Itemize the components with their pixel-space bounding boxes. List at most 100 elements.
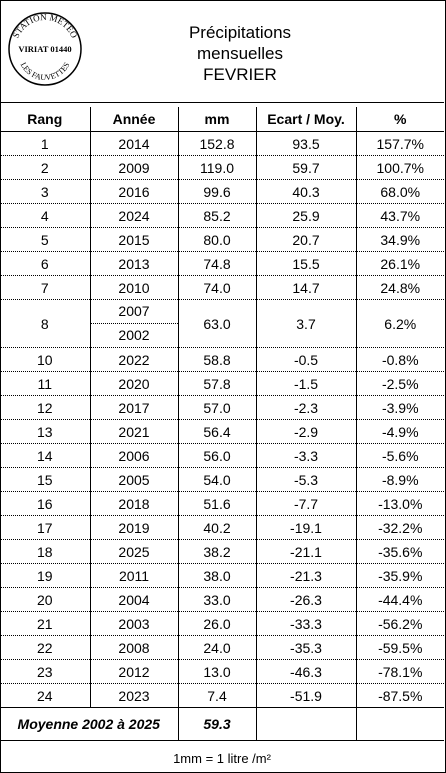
- mm-cell: 99.6: [177, 179, 256, 204]
- table-row: 2 2009 119.0 59.7 100.7%: [0, 155, 444, 180]
- mm-cell: 51.6: [177, 491, 256, 516]
- rank-cell: 6: [0, 251, 90, 276]
- table-row: 1 2014 152.8 93.5 157.7%: [0, 131, 444, 156]
- year-cell: 2009: [89, 155, 178, 180]
- rank-cell: 18: [0, 539, 90, 564]
- pct-cell: 157.7%: [355, 131, 444, 156]
- mm-cell: 33.0: [177, 587, 256, 612]
- rank-cell: 4: [0, 203, 90, 228]
- mm-cell: 57.8: [177, 371, 256, 396]
- rank-cell: 20: [0, 587, 90, 612]
- ecart-cell: 25.9: [255, 203, 356, 228]
- rank-cell: 7: [0, 275, 90, 300]
- year-cell: 2003: [89, 611, 178, 636]
- rank-cell: 19: [0, 563, 90, 588]
- table-row: 10 2022 58.8 -0.5 -0.8%: [0, 347, 444, 372]
- table-row: 18 2025 38.2 -21.1 -35.6%: [0, 539, 444, 564]
- pct-cell: 34.9%: [355, 227, 444, 252]
- col-header-ecart: Ecart / Moy.: [255, 107, 356, 132]
- year-cell: 2023: [89, 683, 178, 708]
- ecart-cell: -51.9: [255, 683, 356, 708]
- ecart-cell: -21.3: [255, 563, 356, 588]
- year-cell: 2011: [89, 563, 178, 588]
- ecart-cell: -35.3: [255, 635, 356, 660]
- station-stamp-logo: STATION METEO VIRIAT 01440 LES FAUVETTES: [8, 12, 82, 86]
- table-row: 24 2023 7.4 -51.9 -87.5%: [0, 683, 444, 708]
- average-row: Moyenne 2002 à 2025 59.3: [0, 707, 444, 741]
- mm-cell: 7.4: [177, 683, 256, 708]
- year-cell: 2015: [89, 227, 178, 252]
- ecart-cell: -46.3: [255, 659, 356, 684]
- rank-cell: 14: [0, 443, 90, 468]
- header: STATION METEO VIRIAT 01440 LES FAUVETTES…: [0, 0, 444, 103]
- mm-cell: 13.0: [177, 659, 256, 684]
- year-cell: 2010: [89, 275, 178, 300]
- pct-cell: -35.6%: [355, 539, 444, 564]
- year-cell: 2019: [89, 515, 178, 540]
- rank-cell: 11: [0, 371, 90, 396]
- pct-cell: -56.2%: [355, 611, 444, 636]
- col-header-year: Année: [89, 107, 178, 132]
- rank-cell: 21: [0, 611, 90, 636]
- ecart-cell: -21.1: [255, 539, 356, 564]
- rank-cell: 23: [0, 659, 90, 684]
- table-row: 11 2020 57.8 -1.5 -2.5%: [0, 371, 444, 396]
- table-row: 16 2018 51.6 -7.7 -13.0%: [0, 491, 444, 516]
- pct-cell: 43.7%: [355, 203, 444, 228]
- table-row: 19 2011 38.0 -21.3 -35.9%: [0, 563, 444, 588]
- ecart-cell: -5.3: [255, 467, 356, 492]
- pct-cell: -2.5%: [355, 371, 444, 396]
- year-cell: 2024: [89, 203, 178, 228]
- ecart-cell: -1.5: [255, 371, 356, 396]
- table-row: 13 2021 56.4 -2.9 -4.9%: [0, 419, 444, 444]
- year-cell: 2020: [89, 371, 178, 396]
- pct-cell: -59.5%: [355, 635, 444, 660]
- table-row: 3 2016 99.6 40.3 68.0%: [0, 179, 444, 204]
- footer-note: 1mm = 1 litre /m²: [173, 751, 271, 766]
- pct-cell: -13.0%: [355, 491, 444, 516]
- pct-cell: 100.7%: [355, 155, 444, 180]
- rank-cell: 8: [0, 299, 90, 348]
- average-label: Moyenne 2002 à 2025: [0, 707, 178, 741]
- pct-cell: -5.6%: [355, 443, 444, 468]
- rank-cell: 24: [0, 683, 90, 708]
- ecart-cell: 40.3: [255, 179, 356, 204]
- year-cell: 2017: [89, 395, 178, 420]
- svg-text:VIRIAT 01440: VIRIAT 01440: [18, 44, 71, 54]
- rank-cell: 15: [0, 467, 90, 492]
- table-row: 17 2019 40.2 -19.1 -32.2%: [0, 515, 444, 540]
- year-cell: 2013: [89, 251, 178, 276]
- ecart-cell: -2.9: [255, 419, 356, 444]
- ecart-cell: 59.7: [255, 155, 356, 180]
- rank-cell: 1: [0, 131, 90, 156]
- ecart-cell: -3.3: [255, 443, 356, 468]
- rank-cell: 22: [0, 635, 90, 660]
- mm-cell: 85.2: [177, 203, 256, 228]
- table-row: 8 2007 2002 63.0 3.7 6.2%: [0, 299, 444, 348]
- table-row: 21 2003 26.0 -33.3 -56.2%: [0, 611, 444, 636]
- mm-cell: 57.0: [177, 395, 256, 420]
- pct-cell: -32.2%: [355, 515, 444, 540]
- year-cell: 2025: [89, 539, 178, 564]
- pct-cell: 6.2%: [355, 299, 444, 348]
- pct-cell: 26.1%: [355, 251, 444, 276]
- col-header-mm: mm: [177, 107, 256, 132]
- rank-cell: 3: [0, 179, 90, 204]
- col-header-pct: %: [355, 107, 444, 132]
- year-cell: 2016: [89, 179, 178, 204]
- ranking-table: Rang Année mm Ecart / Moy. % 1 2014 152.8 9…: [0, 107, 444, 741]
- year-cell: 2012: [89, 659, 178, 684]
- mm-cell: 56.0: [177, 443, 256, 468]
- year-cell: 2008: [89, 635, 178, 660]
- rank-cell: 17: [0, 515, 90, 540]
- pct-cell: -35.9%: [355, 563, 444, 588]
- mm-cell: 24.0: [177, 635, 256, 660]
- table-row: 12 2017 57.0 -2.3 -3.9%: [0, 395, 444, 420]
- mm-cell: 74.0: [177, 275, 256, 300]
- year-cell: 2007 2002: [89, 299, 178, 348]
- mm-cell: 26.0: [177, 611, 256, 636]
- pct-cell: -44.4%: [355, 587, 444, 612]
- ecart-cell: 15.5: [255, 251, 356, 276]
- year-cell: 2018: [89, 491, 178, 516]
- ecart-cell: -33.3: [255, 611, 356, 636]
